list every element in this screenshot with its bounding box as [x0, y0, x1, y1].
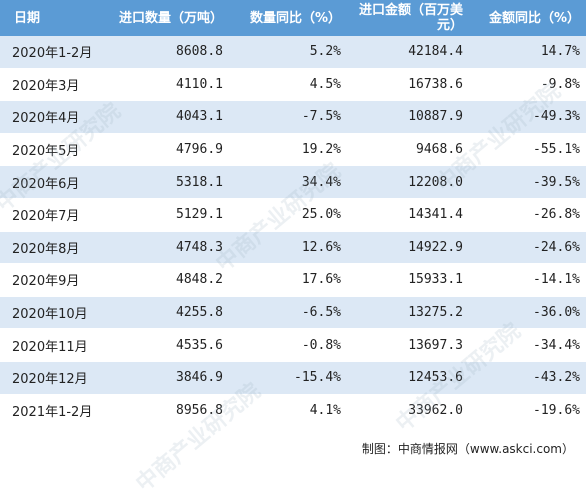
cell-amount-yoy: -43.2%	[469, 361, 586, 395]
cell-import-quantity: 8956.8	[113, 394, 229, 428]
header-quantity-yoy: 数量同比（%）	[229, 0, 347, 36]
cell-amount-yoy: -14.1%	[469, 263, 586, 297]
cell-import-amount: 15933.1	[347, 263, 469, 297]
cell-import-quantity: 5129.1	[113, 198, 229, 232]
table-row: 2020年5月 4796.9 19.2% 9468.6 -55.1%	[0, 133, 586, 167]
cell-import-amount: 42184.4	[347, 36, 469, 69]
table-row: 2020年10月 4255.8 -6.5% 13275.2 -36.0%	[0, 296, 586, 330]
cell-import-amount: 33962.0	[347, 394, 469, 428]
cell-import-quantity: 4255.8	[113, 296, 229, 330]
cell-quantity-yoy: 4.1%	[229, 394, 347, 428]
table-row: 2020年1-2月 8608.8 5.2% 42184.4 14.7%	[0, 36, 586, 69]
table-row: 2020年8月 4748.3 12.6% 14922.9 -24.6%	[0, 231, 586, 265]
cell-import-quantity: 4110.1	[113, 68, 229, 102]
cell-date: 2021年1-2月	[0, 394, 113, 428]
cell-amount-yoy: -49.3%	[469, 100, 586, 134]
table-body: 2020年1-2月 8608.8 5.2% 42184.4 14.7% 2020年3月 41…	[0, 36, 586, 428]
footer: 制图：中商情报网（www.askci.com）	[0, 432, 586, 463]
cell-quantity-yoy: 12.6%	[229, 231, 347, 265]
table-row: 2020年11月 4535.6 -0.8% 13697.3 -34.4%	[0, 328, 586, 362]
cell-quantity-yoy: -15.4%	[229, 361, 347, 395]
cell-quantity-yoy: 5.2%	[229, 36, 347, 69]
cell-amount-yoy: -34.4%	[469, 328, 586, 362]
cell-date: 2020年9月	[0, 263, 113, 297]
source-credit: 制图：中商情报网（www.askci.com）	[361, 442, 574, 456]
data-table-container: 日期 进口数量（万吨） 数量同比（%） 进口金额（百万美元） 金额同比（%） 2…	[0, 0, 586, 428]
cell-quantity-yoy: 17.6%	[229, 263, 347, 297]
cell-import-quantity: 8608.8	[113, 36, 229, 69]
cell-quantity-yoy: -6.5%	[229, 296, 347, 330]
cell-amount-yoy: -55.1%	[469, 133, 586, 167]
cell-quantity-yoy: -0.8%	[229, 328, 347, 362]
header-date: 日期	[0, 0, 113, 36]
cell-quantity-yoy: -7.5%	[229, 100, 347, 134]
cell-date: 2020年8月	[0, 231, 113, 265]
cell-import-amount: 16738.6	[347, 68, 469, 102]
cell-date: 2020年6月	[0, 165, 113, 199]
cell-import-amount: 12208.0	[347, 165, 469, 199]
cell-import-quantity: 5318.1	[113, 165, 229, 199]
cell-date: 2020年3月	[0, 68, 113, 102]
cell-date: 2020年4月	[0, 100, 113, 134]
cell-amount-yoy: -39.5%	[469, 165, 586, 199]
cell-import-quantity: 4796.9	[113, 133, 229, 167]
cell-date: 2020年11月	[0, 328, 113, 362]
table-row: 2020年4月 4043.1 -7.5% 10887.9 -49.3%	[0, 100, 586, 134]
cell-date: 2020年10月	[0, 296, 113, 330]
cell-amount-yoy: -36.0%	[469, 296, 586, 330]
table-row: 2021年1-2月 8956.8 4.1% 33962.0 -19.6%	[0, 394, 586, 428]
cell-date: 2020年12月	[0, 361, 113, 395]
cell-amount-yoy: -26.8%	[469, 198, 586, 232]
cell-import-quantity: 4043.1	[113, 100, 229, 134]
cell-quantity-yoy: 4.5%	[229, 68, 347, 102]
cell-date: 2020年7月	[0, 198, 113, 232]
cell-import-amount: 13275.2	[347, 296, 469, 330]
cell-import-amount: 9468.6	[347, 133, 469, 167]
cell-import-amount: 12453.6	[347, 361, 469, 395]
cell-date: 2020年5月	[0, 133, 113, 167]
table-row: 2020年3月 4110.1 4.5% 16738.6 -9.8%	[0, 68, 586, 102]
cell-import-amount: 14341.4	[347, 198, 469, 232]
cell-import-amount: 14922.9	[347, 231, 469, 265]
cell-import-quantity: 3846.9	[113, 361, 229, 395]
cell-date: 2020年1-2月	[0, 36, 113, 69]
header-import-amount: 进口金额（百万美元）	[347, 0, 469, 36]
cell-import-amount: 10887.9	[347, 100, 469, 134]
cell-amount-yoy: -19.6%	[469, 394, 586, 428]
table-row: 2020年6月 5318.1 34.4% 12208.0 -39.5%	[0, 165, 586, 199]
cell-import-quantity: 4748.3	[113, 231, 229, 265]
cell-import-quantity: 4535.6	[113, 328, 229, 362]
table-row: 2020年7月 5129.1 25.0% 14341.4 -26.8%	[0, 198, 586, 232]
table-row: 2020年12月 3846.9 -15.4% 12453.6 -43.2%	[0, 361, 586, 395]
cell-amount-yoy: -24.6%	[469, 231, 586, 265]
cell-import-quantity: 4848.2	[113, 263, 229, 297]
header-amount-yoy: 金额同比（%）	[469, 0, 586, 36]
cell-import-amount: 13697.3	[347, 328, 469, 362]
cell-quantity-yoy: 25.0%	[229, 198, 347, 232]
cell-quantity-yoy: 34.4%	[229, 165, 347, 199]
header-import-quantity: 进口数量（万吨）	[113, 0, 229, 36]
cell-amount-yoy: -9.8%	[469, 68, 586, 102]
table-header-row: 日期 进口数量（万吨） 数量同比（%） 进口金额（百万美元） 金额同比（%）	[0, 0, 586, 36]
cell-amount-yoy: 14.7%	[469, 36, 586, 69]
cell-quantity-yoy: 19.2%	[229, 133, 347, 167]
import-data-table: 日期 进口数量（万吨） 数量同比（%） 进口金额（百万美元） 金额同比（%） 2…	[0, 0, 586, 428]
table-row: 2020年9月 4848.2 17.6% 15933.1 -14.1%	[0, 263, 586, 297]
